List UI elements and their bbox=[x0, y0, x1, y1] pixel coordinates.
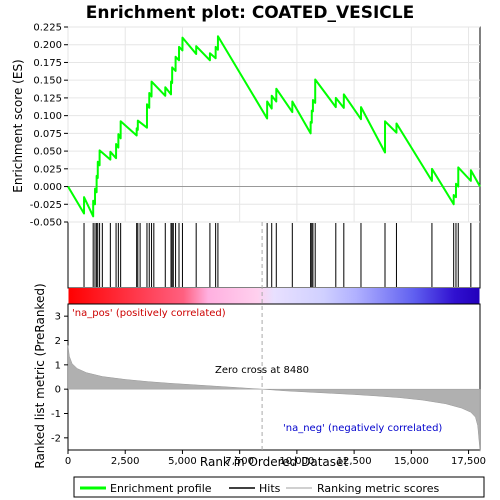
x-tick-label: 0 bbox=[65, 456, 71, 467]
enrichment-profile-line bbox=[67, 35, 481, 218]
metric-tick-label: -1 bbox=[51, 409, 61, 420]
es-curve-layer bbox=[67, 35, 481, 218]
x-tick-label: 5,000 bbox=[168, 456, 197, 467]
es-panel bbox=[67, 26, 481, 223]
es-tick-label: 0.100 bbox=[33, 111, 62, 122]
es-y-axis-label: Enrichment score (ES) bbox=[11, 59, 25, 192]
es-tick-label: 0.150 bbox=[33, 76, 62, 87]
metric-panel bbox=[67, 303, 481, 451]
rank-colorband bbox=[68, 288, 480, 304]
es-tick-label: 0.125 bbox=[33, 93, 62, 104]
es-tick-label: 0.175 bbox=[33, 58, 62, 69]
metric-tick-label: 0 bbox=[55, 385, 61, 396]
metric-tick-label: 1 bbox=[55, 360, 61, 371]
es-tick-label: 0.225 bbox=[33, 23, 62, 34]
hits-layer bbox=[83, 223, 472, 287]
metric-tick-label: 3 bbox=[55, 312, 61, 323]
es-tick-label: 0.075 bbox=[33, 129, 62, 140]
es-tick-label: 0.200 bbox=[33, 40, 62, 51]
es-tick-label: -0.025 bbox=[30, 200, 62, 211]
x-tick-label: 17,500 bbox=[451, 456, 486, 467]
es-axis-ticks: -0.050 -0.025 0.000 0.025 0.050 0.075 0.100 0.1… bbox=[30, 23, 68, 229]
chart-title: Enrichment plot: COATED_VESICLE bbox=[86, 3, 414, 23]
x-axis-label: Rank in Ordered Dataset bbox=[200, 455, 348, 469]
es-tick-label: 0.025 bbox=[33, 164, 62, 175]
x-tick-label: 2,500 bbox=[111, 456, 140, 467]
x-tick-label: 7,500 bbox=[225, 456, 254, 467]
x-tick-label: 10,000 bbox=[279, 456, 314, 467]
es-tick-label: 0.000 bbox=[33, 182, 62, 193]
metric-axis-ticks: -2 -1 0 1 2 3 bbox=[51, 312, 68, 444]
metric-tick-label: -2 bbox=[51, 433, 61, 444]
x-tick-label: 12,500 bbox=[337, 456, 372, 467]
legend-box bbox=[73, 476, 485, 498]
es-tick-label: 0.050 bbox=[33, 147, 62, 158]
legend-es-label: Enrichment profile bbox=[110, 482, 212, 495]
es-gridlines bbox=[67, 26, 480, 223]
es-tick-label: -0.050 bbox=[30, 218, 62, 229]
legend-hits-label: Hits bbox=[259, 482, 281, 495]
legend-metric-label: Ranking metric scores bbox=[317, 482, 439, 495]
metric-tick-label: 2 bbox=[55, 336, 61, 347]
hits-panel bbox=[67, 221, 481, 289]
neg-label: 'na_neg' (negatively correlated) bbox=[283, 423, 442, 434]
metric-y-axis-label: Ranked list metric (PreRanked) bbox=[33, 283, 47, 468]
ranking-metric-area bbox=[67, 345, 481, 452]
zero-cross-label: Zero cross at 8480 bbox=[215, 365, 309, 376]
x-axis-ticks: 0 2,500 5,000 7,500 10,000 12,500 15,000 17,500 bbox=[65, 450, 486, 467]
pos-label: 'na_pos' (positively correlated) bbox=[72, 308, 226, 319]
metric-layer bbox=[67, 222, 481, 452]
x-tick-label: 15,000 bbox=[394, 456, 429, 467]
